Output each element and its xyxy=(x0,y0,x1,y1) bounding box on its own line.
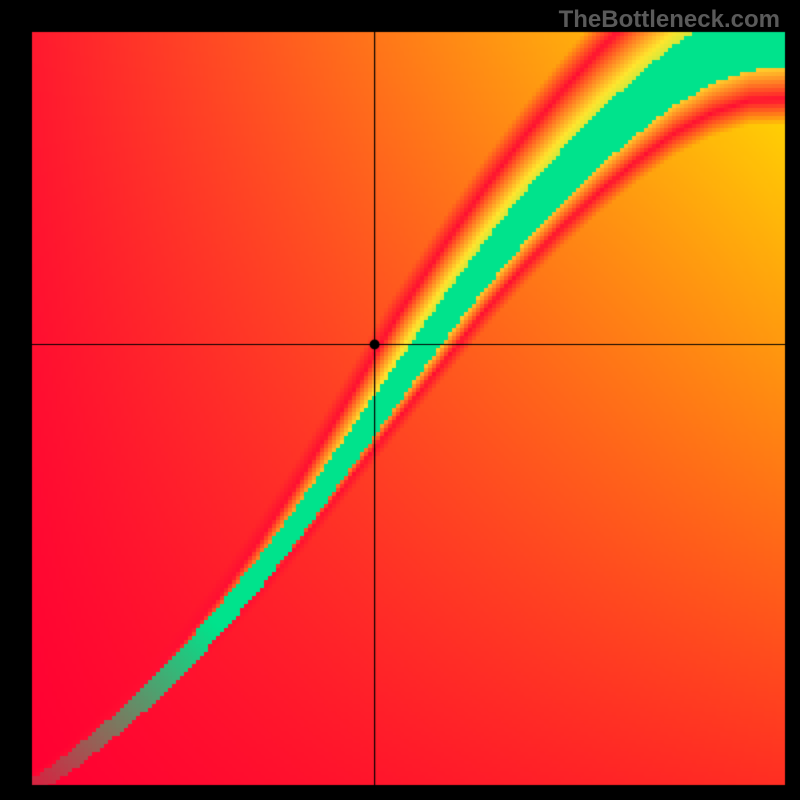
watermark-text: TheBottleneck.com xyxy=(559,6,780,34)
bottleneck-heatmap xyxy=(0,0,800,800)
chart-container: TheBottleneck.com xyxy=(0,0,800,800)
